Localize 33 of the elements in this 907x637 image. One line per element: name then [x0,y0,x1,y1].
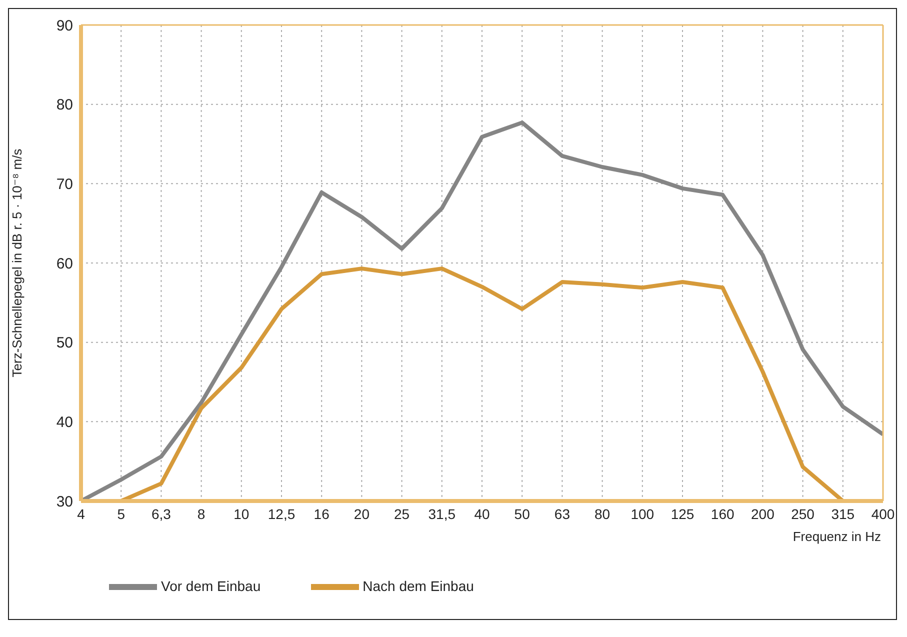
x-tick-label: 6,3 [151,506,172,522]
x-tick-label: 4 [77,506,86,522]
x-tick-label: 8 [197,506,206,522]
x-tick-label: 160 [710,506,734,522]
x-tick-label: 400 [871,506,895,522]
x-tick-label: 20 [354,506,370,522]
x-tick-label: 80 [594,506,610,522]
x-tick-label: 12,5 [268,506,296,522]
legend-label: Vor dem Einbau [161,578,261,594]
x-tick-label: 315 [831,506,855,522]
x-tick-label: 100 [630,506,654,522]
y-tick-label: 30 [56,493,73,510]
y-tick-label: 50 [56,334,73,352]
x-tick-label: 63 [554,506,570,522]
x-tick-label: 40 [474,506,490,522]
x-tick-label: 50 [514,506,530,522]
x-tick-label: 125 [670,506,694,522]
x-tick-label: 250 [791,506,815,522]
y-tick-label: 80 [56,96,73,114]
y-tick-label: 70 [56,176,73,193]
x-tick-label: 5 [117,506,126,522]
x-axis-title: Frequenz in Hz [792,529,881,544]
x-tick-label: 25 [394,506,410,522]
legend-label: Nach dem Einbau [362,578,474,594]
y-axis-title: Terz-Schnellepegel in dB r. 5 · 10⁻⁸ m/s [10,148,25,378]
line-series [119,266,845,501]
x-tick-label: 31,5 [428,506,456,522]
y-tick-label: 60 [56,255,73,272]
x-tick-label: 10 [234,506,250,522]
x-tick-label: 200 [751,506,775,522]
y-tick-label: 90 [56,17,73,34]
y-tick-label: 40 [56,414,73,431]
x-tick-label: 16 [314,506,330,522]
